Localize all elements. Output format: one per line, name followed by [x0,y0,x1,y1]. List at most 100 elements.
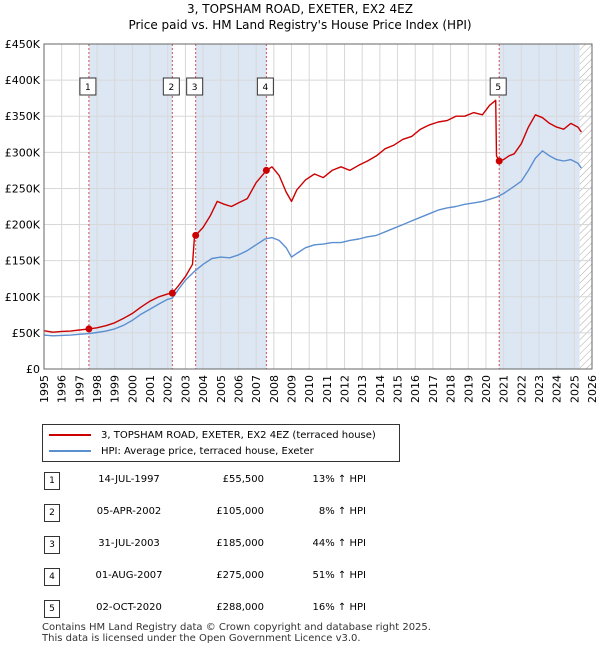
y-tick-label: £150K [5,255,41,268]
y-tick-label: £200K [5,219,41,232]
x-tick-label: 1996 [56,375,69,403]
x-tick-label: 1995 [38,375,51,403]
sale-marker-label: 4 [263,83,269,93]
x-tick-label: 2014 [374,375,387,403]
x-tick-label: 1997 [73,375,86,403]
x-tick-label: 2024 [551,375,564,403]
x-tick-label: 2008 [268,375,281,403]
x-tick-label: 2012 [339,375,352,403]
y-tick-label: £350K [5,110,41,123]
sale-point [495,157,503,165]
sale-hpi-change: 13% ↑ HPI [312,474,366,485]
sale-point [262,166,270,174]
property-series-line [43,99,582,333]
sale-hpi-change: 16% ↑ HPI [312,602,366,613]
ownership-period-shade [88,44,173,369]
sale-point [85,325,93,333]
x-tick-label: 2021 [498,375,511,403]
x-tick-label: 2013 [356,375,369,403]
y-tick-label: £100K [5,291,41,304]
x-tick-label: 2009 [285,375,298,403]
x-tick-label: 2022 [515,375,528,403]
sale-marker-box [489,77,507,96]
sale-marker-label: 2 [168,83,174,93]
chart-subtitle: Price paid vs. HM Land Registry's House … [128,18,472,32]
x-tick-label: 2019 [462,375,475,403]
sale-point [192,231,200,239]
footer-attribution: Contains HM Land Registry data © Crown c… [42,622,431,644]
legend-swatch-hpi [49,450,91,452]
x-tick-label: 2001 [144,375,157,403]
sale-marker-label: 3 [192,83,198,93]
x-tick-label: 2020 [480,375,493,403]
chart-legend: 3, TOPSHAM ROAD, EXETER, EX2 4EZ (terrac… [42,424,400,462]
sale-point [168,289,176,297]
sale-hpi-change: 51% ↑ HPI [312,570,366,581]
legend-label-hpi: HPI: Average price, terraced house, Exet… [101,445,314,457]
y-tick-label: £0 [26,363,40,376]
x-tick-label: 2002 [162,375,175,403]
x-tick-label: 1999 [109,375,122,403]
sale-date: 02-OCT-2020 [96,602,162,613]
sale-row: 3 31-JUL-2003 £185,000 44% ↑ HPI [42,536,402,554]
x-tick-label: 2004 [197,375,210,403]
sale-price: £55,500 [222,474,264,485]
x-tick-label: 2003 [179,375,192,403]
x-tick-label: 2018 [445,375,458,403]
sale-price: £275,000 [216,570,264,581]
y-tick-label: £400K [5,74,41,87]
x-tick-label: 2006 [232,375,245,403]
x-tick-label: 2011 [321,375,334,403]
sale-number-badge: 1 [44,472,60,490]
sale-marker-label: 5 [495,83,501,93]
sale-number-badge: 3 [44,536,60,554]
x-tick-label: 2007 [250,375,263,403]
sale-number-badge: 5 [44,600,60,618]
sale-date: 14-JUL-1997 [98,474,160,485]
sale-price: £185,000 [216,538,264,549]
legend-item-property: 3, TOPSHAM ROAD, EXETER, EX2 4EZ (terrac… [49,428,376,442]
y-tick-label: £450K [5,38,41,51]
sale-number-badge: 2 [44,504,60,522]
sale-marker-box [256,77,274,96]
footer-licence: This data is licensed under the Open Gov… [42,633,361,644]
x-tick-label: 2015 [392,375,405,403]
x-tick-label: 2000 [126,375,139,403]
sale-row: 5 02-OCT-2020 £288,000 16% ↑ HPI [42,600,402,618]
sale-date: 05-APR-2002 [96,506,162,517]
sale-row: 1 14-JUL-1997 £55,500 13% ↑ HPI [42,472,402,490]
x-tick-label: 2025 [568,375,581,403]
sale-hpi-change: 8% ↑ HPI [318,506,366,517]
legend-item-hpi: HPI: Average price, terraced house, Exet… [49,444,314,458]
hpi-series-line [43,150,582,337]
x-tick-label: 2026 [586,375,599,403]
legend-swatch-property [49,434,91,436]
x-tick-label: 1998 [91,375,104,403]
sale-date: 01-AUG-2007 [95,570,163,581]
sale-row: 2 05-APR-2002 £105,000 8% ↑ HPI [42,504,402,522]
chart-title: 3, TOPSHAM ROAD, EXETER, EX2 4EZ [187,2,413,16]
y-tick-label: £250K [5,182,41,195]
sale-row: 4 01-AUG-2007 £275,000 51% ↑ HPI [42,568,402,586]
sale-marker-label: 1 [85,83,91,93]
forecast-hatch [579,44,592,369]
x-tick-label: 2005 [215,375,228,403]
sale-marker-box [79,77,97,96]
sale-marker-box [186,77,204,96]
sale-hpi-change: 44% ↑ HPI [312,538,366,549]
y-tick-label: £300K [5,146,41,159]
sale-price: £105,000 [216,506,264,517]
footer-copyright: Contains HM Land Registry data © Crown c… [42,622,431,633]
y-tick-label: £50K [12,327,41,340]
sale-marker-box [162,77,180,96]
legend-label-property: 3, TOPSHAM ROAD, EXETER, EX2 4EZ (terrac… [101,429,376,441]
x-tick-label: 2017 [427,375,440,403]
x-tick-label: 2010 [303,375,316,403]
price-chart: 1 2 3 4 5 £0 £50K £100K £150K £200K £250K £300K £35… [5,38,599,403]
plot-frame [43,43,593,370]
x-tick-label: 2016 [409,375,422,403]
sale-date: 31-JUL-2003 [98,538,160,549]
sale-price: £288,000 [216,602,264,613]
x-tick-label: 2023 [533,375,546,403]
sale-number-badge: 4 [44,568,60,586]
